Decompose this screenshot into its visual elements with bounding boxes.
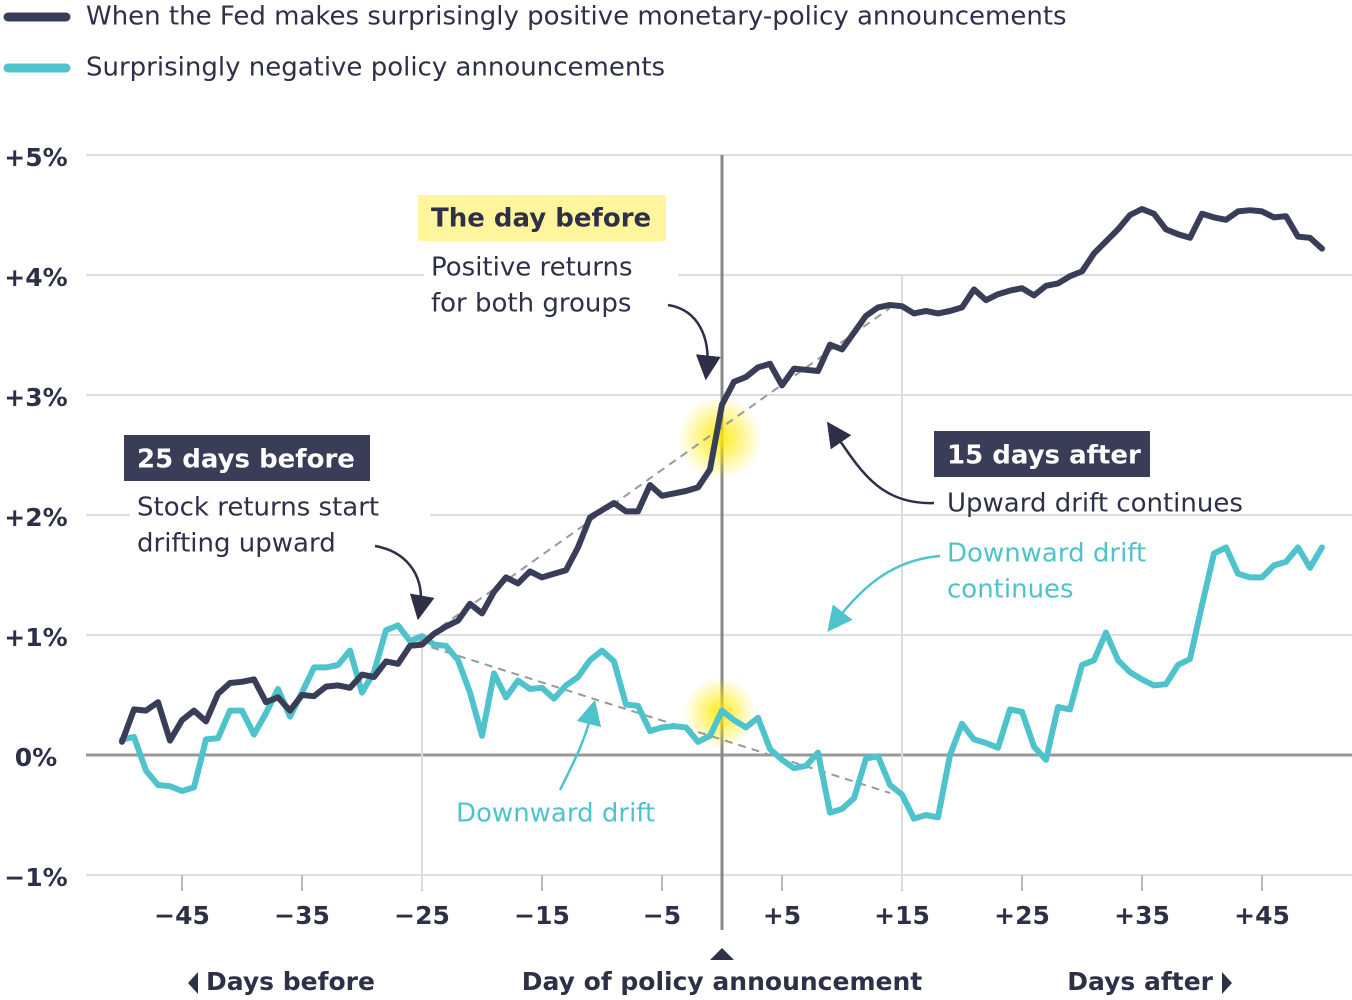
arrow <box>827 554 941 632</box>
y-tick-label: +2% <box>4 503 67 532</box>
x-tick-label: +35 <box>1114 901 1170 930</box>
series-line <box>119 206 1325 745</box>
annotation-text: for both groups <box>431 289 631 319</box>
x-tick-label: −25 <box>394 901 450 930</box>
y-tick-label: −1% <box>4 863 67 892</box>
trend-line <box>417 642 891 794</box>
arrow <box>558 699 602 791</box>
annotation-heading: The day before <box>431 204 651 234</box>
annotation-text: Positive returns <box>431 253 633 283</box>
annotation-text: Stock returns start <box>137 493 379 523</box>
lines <box>119 206 1325 822</box>
x-tick-label: −5 <box>643 901 681 930</box>
x-tick-label: +45 <box>1234 901 1290 930</box>
arrow-up <box>710 948 734 960</box>
arrow <box>826 421 935 505</box>
annotation-text: continues <box>947 575 1074 605</box>
annotation-heading: 15 days after <box>947 441 1141 471</box>
annotation-heading: 25 days before <box>137 445 355 475</box>
annotations: The day before Positive returns for both… <box>124 195 1243 829</box>
arrow-left <box>188 972 198 994</box>
x-tick-label: +15 <box>874 901 930 930</box>
highlight-box <box>418 195 666 241</box>
axis-labels: Days before Day of policy announcement D… <box>188 948 1232 996</box>
legend-label: When the Fed makes surprisingly positive… <box>86 2 1067 32</box>
grid: −1% 0% +1% +2% +3% +4% +5% −45 −35 −25 −15 −5 +5 +15 +… <box>4 143 1352 930</box>
series-line <box>119 544 1325 822</box>
y-tick-label: +1% <box>4 623 67 652</box>
y-tick-label: +4% <box>4 263 67 292</box>
annotation-text: Upward drift continues <box>947 489 1243 519</box>
trend-line <box>417 307 891 644</box>
legend-label: Surprisingly negative policy announcemen… <box>86 53 665 83</box>
annotation-text: Downward drift <box>947 539 1146 569</box>
x-tick-label: −35 <box>274 901 330 930</box>
annotation-text: Downward drift <box>456 799 655 829</box>
heading-box <box>124 435 370 481</box>
x-tick-label: −45 <box>154 901 210 930</box>
axis-label: Days after <box>1067 967 1213 996</box>
y-tick-label: +5% <box>4 143 67 172</box>
y-tick-label: 0% <box>15 743 57 772</box>
x-tick-label: −15 <box>514 901 570 930</box>
arrow <box>667 303 721 381</box>
arrow-right <box>1222 972 1232 994</box>
y-tick-label: +3% <box>4 383 67 412</box>
highlight-glow <box>678 396 762 480</box>
axis-label: Day of policy announcement <box>522 967 922 996</box>
reference-lines <box>421 155 903 930</box>
x-tick-label: +5 <box>763 901 801 930</box>
label-bg <box>424 250 678 322</box>
arrow <box>374 544 435 621</box>
axis-label: Days before <box>206 967 375 996</box>
x-tick-label: +25 <box>994 901 1050 930</box>
heading-box <box>934 431 1150 477</box>
annotation-text: drifting upward <box>137 529 336 559</box>
legend: When the Fed makes surprisingly positive… <box>3 2 1067 83</box>
